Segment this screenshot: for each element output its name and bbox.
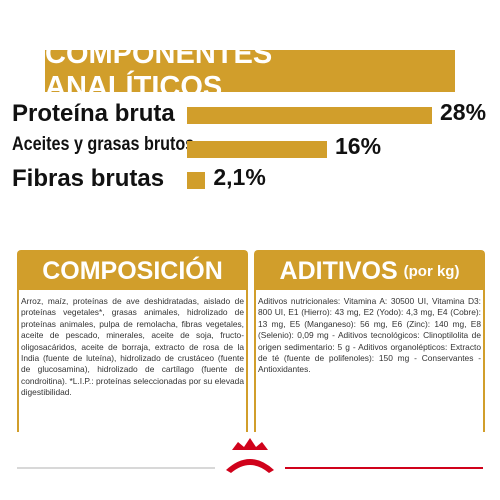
additives-title: ADITIVOS [279,256,398,285]
value-label: 16% [335,133,382,159]
row-label: Fibras brutas [12,165,165,192]
composition-text: Arroz, maíz, proteínas de ave deshidrata… [21,296,244,398]
logo [226,438,274,473]
additives-unit: (por kg) [403,262,460,280]
value-label: 2,1% [213,164,266,190]
composition-header: COMPOSICIÓN [19,252,246,290]
composition-box: COMPOSICIÓN Arroz, maíz, proteínas de av… [17,250,248,432]
row-label: Aceites y grasas brutos [12,134,195,155]
analytics-banner: COMPONENTES ANALÍTICOS [45,38,455,103]
additives-header: ADITIVOS (por kg) [256,252,483,290]
row-label: Proteína bruta [12,100,175,127]
additives-box: ADITIVOS (por kg) Aditivos nutricionales:… [254,250,485,432]
bar [187,172,206,189]
composition-title: COMPOSICIÓN [42,256,223,285]
bar [187,107,432,124]
analytics-title: COMPONENTES ANALÍTICOS [45,38,273,103]
value-label: 28% [440,99,487,125]
bar [187,141,327,158]
additives-text: Aditivos nutricionales: Vitamina A: 3050… [258,296,481,375]
